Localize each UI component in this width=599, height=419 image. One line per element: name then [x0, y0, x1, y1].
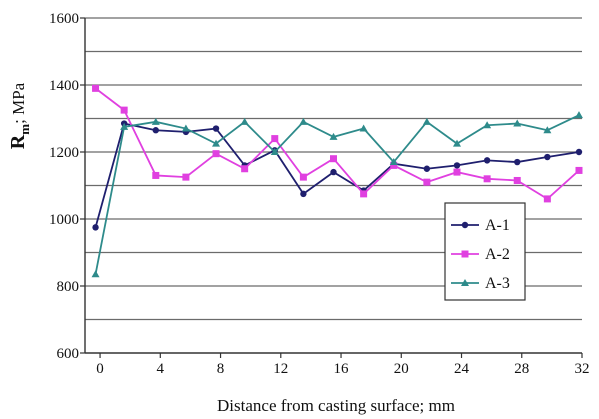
x-tick-label: 8: [217, 361, 225, 377]
data-point-A-1: [544, 153, 551, 161]
y-axis-title-main: R: [7, 134, 29, 149]
data-point-A-1: [300, 190, 307, 198]
tick-labels: 600 800 1000 1200 1400 1600 0 4 8 12 16 20 24 28 32: [49, 11, 590, 377]
data-point-A-3: [240, 117, 249, 125]
y-tick-label: 1000: [49, 212, 79, 228]
x-tick-label: 32: [575, 361, 590, 377]
legend-marker: [461, 279, 469, 286]
series-line-A-2: [94, 87, 580, 201]
legend-marker: [461, 221, 469, 229]
data-point-A-2: [120, 106, 128, 114]
legend: A-1 A-2 A-3: [444, 202, 526, 301]
data-point-A-2: [212, 150, 220, 158]
data-point-A-3: [212, 139, 221, 147]
data-point-A-2: [453, 168, 461, 176]
data-point-A-3: [574, 111, 583, 119]
y-tick-label: 1200: [49, 145, 79, 161]
data-point-A-2: [182, 173, 190, 181]
data-point-A-2: [241, 165, 249, 173]
y-axis-title-rest: ; MPa: [9, 82, 28, 124]
data-point-A-3: [452, 139, 461, 147]
x-tick-label: 16: [334, 361, 350, 377]
x-tick-label: 0: [96, 361, 104, 377]
series-A-3: [91, 111, 583, 278]
legend-label: A-1: [485, 217, 510, 234]
data-point-A-3: [299, 117, 308, 125]
data-point-A-2: [543, 195, 551, 203]
data-point-A-1: [330, 168, 337, 176]
data-point-A-3: [483, 121, 492, 129]
x-axis-title: Distance from casting surface; mm: [217, 396, 455, 415]
data-point-A-3: [359, 124, 368, 132]
data-point-A-1: [483, 157, 491, 164]
legend-marker: [461, 250, 469, 258]
legend-label: A-2: [485, 246, 510, 263]
y-tick-label: 600: [57, 346, 80, 362]
legend-item-A-2: A-2: [451, 246, 510, 263]
data-point-A-2: [271, 135, 279, 143]
x-tick-label: 4: [157, 361, 165, 377]
data-point-A-3: [270, 148, 279, 155]
data-point-A-1: [514, 158, 521, 166]
data-point-A-3: [422, 117, 431, 125]
y-axis-title-sub: m: [17, 124, 32, 135]
data-point-A-3: [120, 122, 129, 130]
axes: [84, 18, 582, 354]
data-point-A-2: [92, 84, 100, 92]
data-point-A-3: [543, 126, 552, 134]
data-point-A-1: [212, 125, 220, 132]
legend-item-A-1: A-1: [451, 217, 510, 234]
x-tick-label: 24: [454, 361, 470, 377]
data-point-A-2: [299, 173, 307, 181]
x-tick-label: 20: [394, 361, 409, 377]
data-point-A-3: [181, 124, 190, 132]
y-tick-label: 800: [57, 279, 80, 295]
data-point-A-3: [389, 158, 398, 166]
data-point-A-1: [152, 127, 159, 134]
x-tick-label: 12: [273, 361, 288, 377]
data-point-A-3: [513, 119, 522, 127]
data-point-A-1: [453, 162, 461, 169]
data-point-A-2: [423, 178, 431, 186]
data-point-A-3: [329, 132, 338, 140]
x-tick-label: 28: [514, 361, 529, 377]
series-layer: [91, 84, 583, 278]
grid: [85, 17, 582, 321]
data-point-A-2: [513, 176, 521, 184]
legend-label: A-3: [485, 275, 510, 292]
data-point-A-2: [330, 155, 337, 163]
y-tick-label: 1600: [49, 11, 79, 27]
data-point-A-2: [575, 166, 583, 174]
data-point-A-1: [575, 148, 583, 156]
data-point-A-2: [390, 161, 398, 169]
data-point-A-2: [483, 175, 491, 183]
y-tick-label: 1400: [49, 78, 79, 94]
series-A-2: [92, 84, 583, 203]
data-point-A-1: [423, 165, 431, 172]
legend-item-A-3: A-3: [451, 275, 510, 292]
data-point-A-2: [360, 190, 368, 198]
data-point-A-3: [91, 270, 100, 278]
data-point-A-3: [151, 117, 160, 125]
data-point-A-2: [152, 171, 160, 179]
y-axis-title: Rm; MPa: [7, 82, 32, 149]
data-point-A-1: [92, 224, 99, 231]
